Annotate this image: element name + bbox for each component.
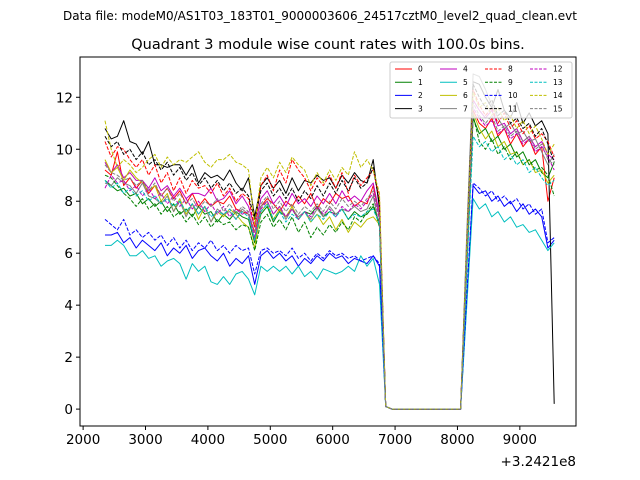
legend-label-7: 7 — [463, 104, 468, 113]
suptitle: Data file: modeM0/AS1T03_183T01_90000036… — [63, 9, 577, 23]
y-tick-label-4: 8 — [64, 194, 73, 210]
x-tick-label-7: 9000 — [503, 432, 537, 448]
y-tick-label-3: 6 — [64, 246, 73, 262]
legend-label-8: 8 — [508, 65, 513, 74]
plot-axes: 2000 3000 4000 5000 6000 7000 8000 900002468101… — [56, 56, 577, 470]
legend-label-4: 4 — [463, 65, 468, 74]
legend-label-15: 15 — [553, 104, 563, 113]
series-line-10 — [104, 182, 555, 410]
legend-label-6: 6 — [463, 91, 468, 100]
chart-title: Quadrant 3 module wise count rates with … — [131, 37, 525, 53]
series-line-9 — [104, 115, 555, 410]
legend-label-5: 5 — [463, 78, 468, 87]
legend-label-12: 12 — [553, 65, 563, 74]
legend-label-2: 2 — [418, 91, 423, 100]
x-offset-label: +3.2421e8 — [501, 454, 576, 470]
x-tick-label-3: 5000 — [253, 432, 287, 448]
x-tick-label-5: 7000 — [378, 432, 412, 448]
x-tick-label-6: 8000 — [440, 432, 474, 448]
legend-frame — [389, 61, 573, 119]
legend-label-3: 3 — [418, 104, 423, 113]
y-tick-label-2: 4 — [64, 298, 73, 314]
series-line-5 — [105, 198, 555, 410]
y-tick-label-5: 10 — [56, 142, 73, 158]
series-line-13 — [104, 135, 555, 410]
axes-frame — [79, 56, 577, 427]
y-tick-label-1: 2 — [64, 350, 73, 366]
x-tick-label-2: 4000 — [191, 432, 225, 448]
series-line-15 — [104, 102, 555, 410]
series-group — [104, 73, 555, 410]
legend-label-1: 1 — [418, 78, 423, 87]
series-line-14 — [104, 91, 555, 410]
x-tick-label-1: 3000 — [128, 432, 162, 448]
x-tick-label-0: 2000 — [66, 432, 100, 448]
series-line-2 — [105, 185, 555, 410]
series-line-11 — [104, 83, 555, 410]
y-tick-label-0: 0 — [64, 402, 73, 418]
series-line-8 — [104, 89, 555, 410]
legend-label-10: 10 — [508, 91, 518, 100]
series-line-4 — [104, 99, 555, 410]
series-line-12 — [104, 107, 555, 410]
legend-label-0: 0 — [418, 65, 423, 74]
legend-label-14: 14 — [553, 91, 563, 100]
legend-label-11: 11 — [508, 104, 518, 113]
y-tick-label-6: 12 — [56, 90, 73, 106]
series-line-6 — [104, 112, 555, 410]
x-tick-label-4: 6000 — [315, 432, 349, 448]
series-line-1 — [104, 117, 555, 410]
legend-label-13: 13 — [553, 78, 563, 87]
series-line-0 — [104, 109, 555, 410]
legend-label-9: 9 — [508, 78, 513, 87]
